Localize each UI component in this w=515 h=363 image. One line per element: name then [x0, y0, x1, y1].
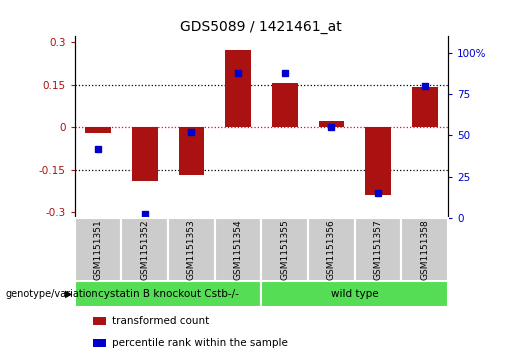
Bar [355, 218, 401, 281]
Text: cystatin B knockout Cstb-/-: cystatin B knockout Cstb-/- [97, 289, 238, 299]
Bar [168, 218, 215, 281]
Bar [261, 218, 308, 281]
Bar [365, 127, 391, 195]
Bar [85, 127, 111, 133]
Bar [75, 218, 122, 281]
Bar [401, 218, 448, 281]
Text: GSM1151355: GSM1151355 [280, 220, 289, 281]
Bar [215, 218, 261, 281]
Bar [319, 121, 344, 127]
Title: GDS5089 / 1421461_at: GDS5089 / 1421461_at [180, 20, 342, 34]
Bar [261, 281, 448, 307]
Text: GSM1151357: GSM1151357 [373, 220, 383, 281]
Bar [122, 218, 168, 281]
Text: genotype/variation: genotype/variation [5, 289, 98, 299]
Text: wild type: wild type [331, 289, 379, 299]
Bar [412, 87, 438, 127]
Text: transformed count: transformed count [112, 316, 209, 326]
Text: GSM1151356: GSM1151356 [327, 220, 336, 281]
Text: GSM1151352: GSM1151352 [140, 220, 149, 280]
Text: GSM1151358: GSM1151358 [420, 220, 429, 281]
Bar [179, 127, 204, 175]
Text: GSM1151351: GSM1151351 [94, 220, 102, 281]
Bar [272, 83, 298, 127]
Bar [225, 50, 251, 127]
Text: GSM1151353: GSM1151353 [187, 220, 196, 281]
Text: GSM1151354: GSM1151354 [233, 220, 243, 280]
Bar [308, 218, 355, 281]
Text: ▶: ▶ [64, 289, 72, 299]
Bar [132, 127, 158, 181]
Bar [75, 281, 261, 307]
Text: percentile rank within the sample: percentile rank within the sample [112, 338, 288, 348]
